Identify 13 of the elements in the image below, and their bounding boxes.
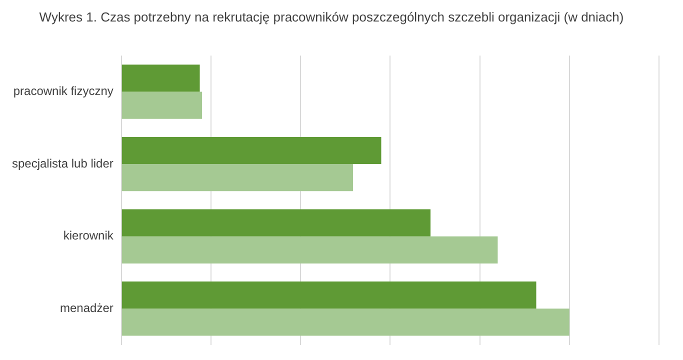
bar [122,64,200,92]
y-tick-label: menadżer [60,300,114,315]
bar [122,282,536,309]
y-tick-label: pracownik fizyczny [13,84,114,98]
chart-title: Wykres 1. Czas potrzebny na rekrutację pracowników poszczególnych szczebli organizacji (w dniach) [39,9,624,24]
y-tick-label: kierownik [63,228,114,243]
bar [122,209,431,236]
bar [122,308,570,336]
bar [122,92,202,119]
bar [122,136,382,164]
bar [122,236,498,264]
y-tick-label: specjalista lub lider [12,156,114,170]
bar [122,164,354,192]
